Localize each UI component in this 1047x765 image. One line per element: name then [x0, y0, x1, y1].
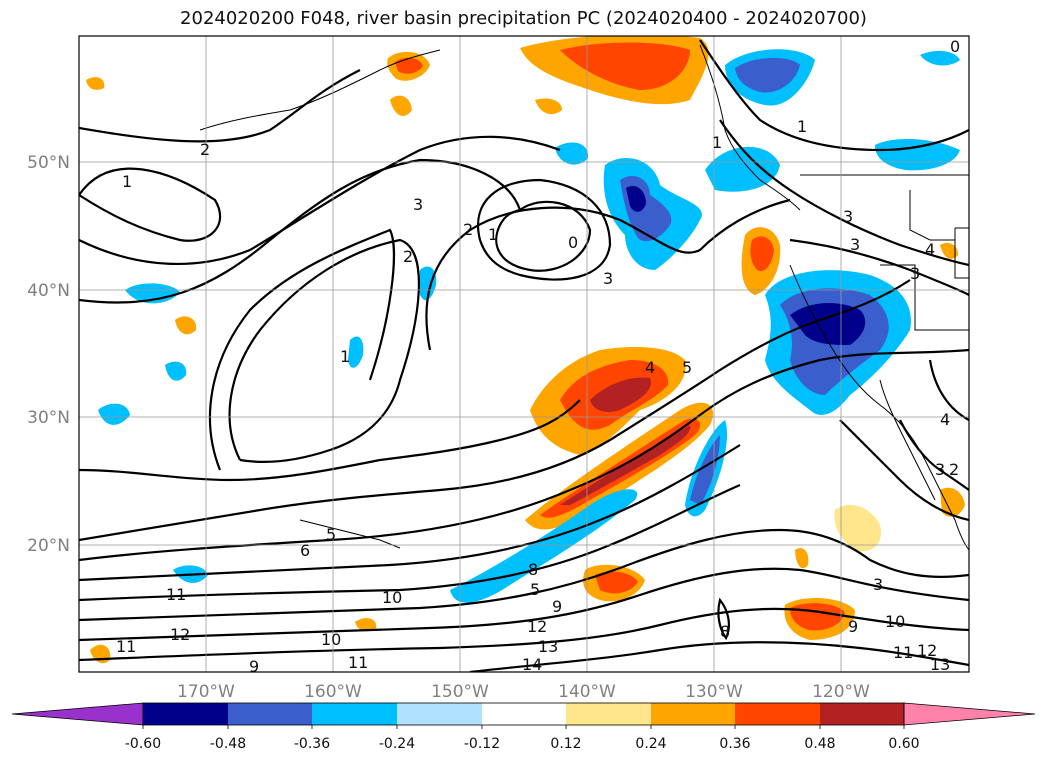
colorbar-border	[142, 702, 905, 726]
lat-labels: 50°N 40°N 30°N 20°N	[27, 153, 70, 556]
contour-label: 4	[940, 410, 950, 429]
colorbar-segment	[820, 703, 904, 725]
colorbar-segment	[312, 703, 397, 725]
contour-label: 3	[935, 460, 945, 479]
contour-label: 1	[797, 117, 807, 136]
contour-label: 2	[200, 140, 210, 159]
map-title: 2024020200 F048, river basin precipitati…	[180, 8, 867, 29]
contour-label: 0	[950, 37, 960, 56]
lon-labels: 170°W 160°W 150°W 140°W 130°W 120°W	[177, 682, 870, 702]
contour-label: 11	[348, 653, 368, 672]
contour-label: 11	[166, 585, 186, 604]
contour-label: 8	[720, 622, 730, 641]
lon-label-120w: 120°W	[812, 682, 870, 702]
contour-label: 3	[910, 264, 920, 283]
colorbar-segment	[228, 703, 312, 725]
contour-label: 8	[528, 560, 538, 579]
contour-label: 12	[527, 617, 547, 636]
colorbar-label: -0.48	[210, 736, 246, 752]
contour-label: 10	[321, 630, 341, 649]
contour-label: 6	[300, 541, 310, 560]
contour-label: 4	[925, 240, 935, 259]
colorbar-segment	[566, 703, 651, 725]
gridlines	[79, 36, 969, 672]
map-border	[78, 35, 970, 673]
colorbar-segment	[482, 703, 566, 725]
shading-layer	[86, 36, 965, 664]
colorbar-label: -0.12	[464, 736, 500, 752]
colorbar: -0.60 -0.48 -0.36 -0.24 -0.12 0.12 0.24 …	[11, 702, 1036, 752]
contour-label: 10	[382, 588, 402, 607]
contour-label: 12	[917, 641, 937, 660]
contour-label: 12	[170, 625, 190, 644]
contour-label: 13	[538, 637, 558, 656]
colorbar-segment	[143, 703, 228, 725]
lon-label-150w: 150°W	[431, 682, 489, 702]
colorbar-label: -0.36	[294, 736, 330, 752]
contour-label: 1	[340, 347, 350, 366]
lon-label-130w: 130°W	[685, 682, 743, 702]
contour-label: 9	[249, 657, 259, 676]
contour-label: 3	[603, 269, 613, 288]
colorbar-label: 0.48	[804, 736, 835, 752]
colorbar-label: 0.36	[719, 736, 750, 752]
colorbar-label: 0.60	[888, 736, 919, 752]
lat-label-30n: 30°N	[27, 408, 70, 428]
contour-label: 0	[568, 233, 578, 252]
contour-label: 3	[873, 575, 883, 594]
colorbar-label: 0.12	[550, 736, 581, 752]
lon-label-160w: 160°W	[304, 682, 362, 702]
contour-label: 5	[682, 358, 692, 377]
contour-lines	[79, 39, 969, 672]
colorbar-label: -0.24	[379, 736, 415, 752]
lon-label-170w: 170°W	[177, 682, 235, 702]
contour-label: 5	[326, 525, 336, 544]
contour-label: 13	[930, 655, 950, 674]
colorbar-extend-low	[11, 702, 144, 726]
lon-label-140w: 140°W	[558, 682, 616, 702]
contour-label: 3	[843, 207, 853, 226]
contour-label: 9	[552, 597, 562, 616]
colorbar-segment	[735, 703, 820, 725]
contour-label: 2	[403, 247, 413, 266]
coastlines	[199, 44, 969, 551]
contour-label: 4	[645, 358, 655, 377]
colorbar-segment	[651, 703, 735, 725]
colorbar-extend-high	[903, 702, 1036, 726]
contour-label: 5	[530, 580, 540, 599]
lat-label-50n: 50°N	[27, 153, 70, 173]
contour-labels: 2 1 3 2 1 0 3 2 1 4 5 1 1 0 3 3 4 3 4 3 …	[116, 37, 960, 676]
colorbar-label: -0.60	[125, 736, 161, 752]
contour-label: 2	[949, 460, 959, 479]
colorbar-segment	[397, 703, 482, 725]
contour-label: 11	[116, 637, 136, 656]
contour-label: 9	[848, 617, 858, 636]
contour-label: 1	[712, 133, 722, 152]
contour-label: 1	[122, 172, 132, 191]
contour-label: 14	[522, 655, 542, 674]
contour-label: 1	[488, 225, 498, 244]
lat-label-20n: 20°N	[27, 536, 70, 556]
contour-label: 2	[463, 220, 473, 239]
contour-label: 11	[893, 643, 913, 662]
contour-label: 10	[885, 612, 905, 631]
colorbar-ticks	[142, 725, 905, 729]
colorbar-label: 0.24	[635, 736, 666, 752]
contour-label: 3	[850, 235, 860, 254]
contour-label: 3	[413, 195, 423, 214]
lat-label-40n: 40°N	[27, 281, 70, 301]
